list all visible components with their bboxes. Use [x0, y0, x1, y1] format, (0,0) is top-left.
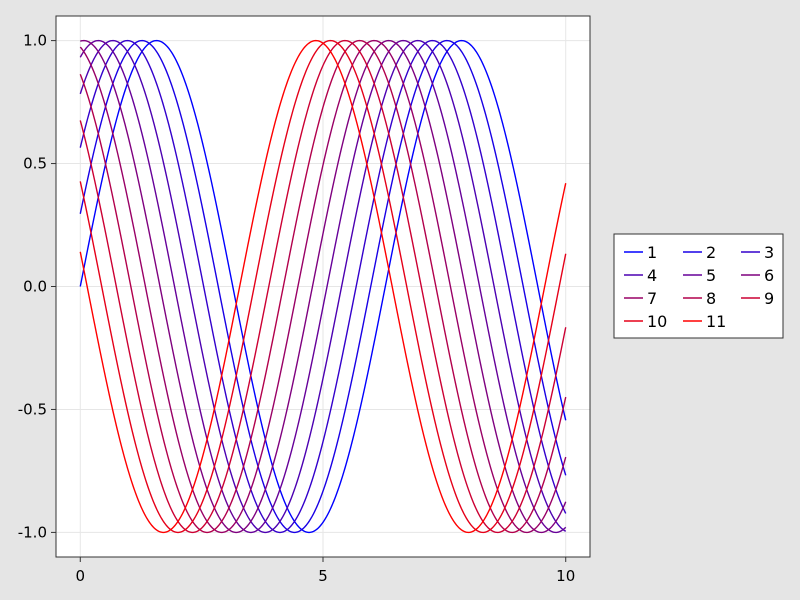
legend-label-11: 11: [706, 312, 726, 331]
y-axis-ticks: -1.0 -0.5 0.0 0.5 1.0: [18, 32, 56, 541]
series-line-7: [79, 39, 567, 534]
legend-box: [613, 233, 784, 339]
series-line-2: [79, 39, 567, 534]
legend-label-5: 5: [706, 266, 716, 285]
legend-label-4: 4: [647, 266, 657, 285]
legend-label-10: 10: [647, 312, 667, 331]
y-tick-label: -1.0: [18, 523, 47, 541]
series-line-9: [79, 39, 567, 534]
legend-label-3: 3: [764, 243, 774, 262]
y-tick-label: 0.0: [23, 278, 47, 296]
legend-label-8: 8: [706, 289, 716, 308]
series-line-8: [79, 39, 567, 534]
legend: 1 2 3 4 5 6 7 8 9 10 11: [613, 233, 784, 339]
y-tick-label: 1.0: [23, 32, 47, 50]
series-line-1: [79, 39, 567, 534]
x-tick-label: 10: [556, 567, 575, 585]
legend-label-2: 2: [706, 243, 716, 262]
x-axis-ticks: 0 5 10: [75, 557, 575, 585]
series-line-4: [79, 39, 567, 534]
series-line-5: [79, 39, 567, 534]
series-line-6: [80, 39, 567, 534]
x-tick-label: 0: [75, 567, 85, 585]
legend-label-9: 9: [764, 289, 774, 308]
legend-label-6: 6: [764, 266, 774, 285]
x-tick-label: 5: [318, 567, 328, 585]
legend-label-7: 7: [647, 289, 657, 308]
y-tick-label: 0.5: [23, 155, 47, 173]
series-line-3: [79, 39, 567, 534]
legend-label-1: 1: [647, 243, 657, 262]
series-line-11: [79, 39, 567, 534]
y-tick-label: -0.5: [18, 400, 47, 418]
series-lines: [79, 39, 567, 534]
